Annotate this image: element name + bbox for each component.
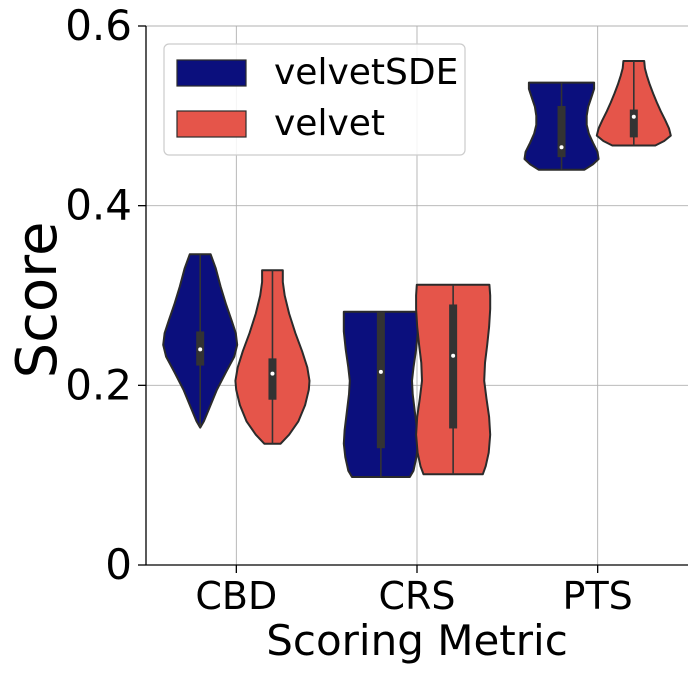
x-ticks: CBD CRS PTS [195,565,633,618]
y-tick-label: 0.6 [65,1,132,50]
violin-iqr-velvet-CRS [449,304,458,429]
y-tick-label: 0.4 [65,181,132,230]
violin-median-velvetSDE-CBD [198,347,203,352]
violin-iqr-velvet-CBD [268,358,277,400]
violin-iqr-velvetSDE-PTS [557,105,566,158]
x-tick-label: PTS [563,574,633,618]
y-tick-label: 0 [105,540,132,589]
violin-median-velvetSDE-PTS [559,145,564,150]
y-tick-label: 0.2 [65,360,132,409]
violin-median-velvet-CRS [451,353,456,358]
legend-swatch-velvet [176,110,247,138]
violin-median-velvet-CBD [270,371,275,376]
violin-iqr-velvet-PTS [629,109,638,138]
x-axis-title: Scoring Metric [266,616,568,665]
legend-label-velvet: velvet [274,103,385,144]
legend-swatch-velvetSDE [176,59,247,87]
legend-label-velvetSDE: velvetSDE [274,52,458,93]
x-tick-label: CRS [378,574,455,618]
violin-median-velvet-PTS [631,114,636,119]
violin-iqr-velvetSDE-CRS [376,311,385,449]
legend: velvetSDE velvet [163,43,466,156]
y-axis-title: Score [5,222,70,379]
violin-marks [162,60,672,478]
violin-median-velvetSDE-CRS [378,369,383,374]
y-ticks: 0 0.2 0.4 0.6 [65,1,146,589]
x-tick-label: CBD [195,574,277,618]
